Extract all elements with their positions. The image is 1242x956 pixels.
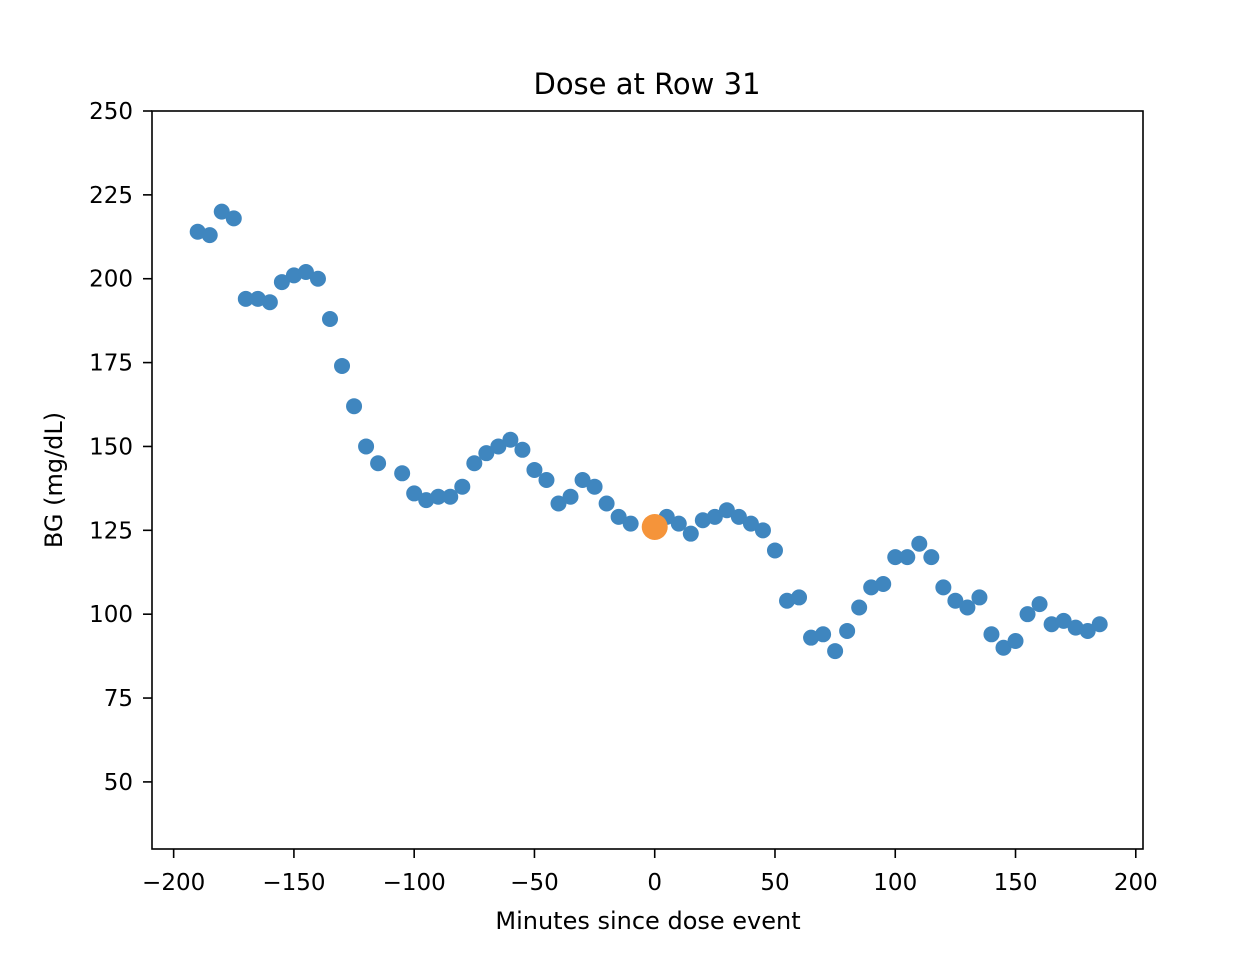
x-axis-label: Minutes since dose event: [495, 907, 800, 935]
bg-data-point: [237, 290, 254, 307]
x-tick-label: −50: [510, 870, 559, 896]
bg-data-point: [526, 461, 543, 478]
bg-data-point: [225, 210, 242, 227]
bg-data-point: [766, 542, 783, 559]
bg-data-point: [863, 579, 880, 596]
bg-data-point: [947, 592, 964, 609]
bg-data-point: [213, 203, 230, 220]
bg-data-point: [971, 589, 988, 606]
x-tick-label: 50: [760, 870, 789, 896]
bg-data-point: [827, 643, 844, 660]
x-tick-label: −150: [262, 870, 325, 896]
bg-data-point: [706, 508, 723, 525]
y-tick-label: 200: [89, 267, 133, 293]
x-tick-label: 200: [1114, 870, 1158, 896]
bg-data-point: [406, 485, 423, 502]
bg-data-point: [514, 441, 531, 458]
bg-data-point: [297, 264, 314, 281]
bg-data-point: [285, 267, 302, 284]
bg-data-point: [851, 599, 868, 616]
bg-data-point: [1007, 633, 1024, 650]
bg-data-point: [189, 223, 206, 240]
bg-data-point: [430, 488, 447, 505]
bg-data-point: [201, 227, 218, 244]
x-tick-label: 0: [647, 870, 662, 896]
bg-data-point: [1043, 616, 1060, 633]
bg-data-point: [1091, 616, 1108, 633]
x-tick-label: 150: [994, 870, 1038, 896]
bg-data-point: [887, 549, 904, 566]
x-tick-label: −100: [383, 870, 446, 896]
bg-data-point: [1079, 622, 1096, 639]
bg-data-point: [959, 599, 976, 616]
bg-data-point: [935, 579, 952, 596]
plot-frame: [151, 110, 1144, 850]
bg-data-point: [791, 589, 808, 606]
bg-data-point: [779, 592, 796, 609]
bg-data-point: [586, 478, 603, 495]
bg-data-point: [670, 515, 687, 532]
y-tick-label: 225: [89, 183, 133, 209]
dose-event-point: [641, 513, 668, 540]
bg-data-point: [983, 626, 1000, 643]
bg-data-point: [309, 270, 326, 287]
y-tick-label: 100: [89, 602, 133, 628]
bg-data-point: [754, 522, 771, 539]
bg-data-point: [538, 472, 555, 488]
bg-data-point: [346, 398, 363, 415]
y-tick-label: 175: [89, 351, 133, 377]
bg-data-point: [478, 445, 495, 462]
bg-data-point: [261, 294, 278, 311]
y-axis: 50 75 100 125 150 175 200 225 250: [89, 99, 152, 796]
bg-data-point: [694, 512, 711, 529]
bg-data-point: [1067, 619, 1084, 636]
bg-data-point: [466, 455, 483, 472]
y-axis-label: BG (mg/dL): [40, 412, 68, 548]
bg-data-point: [370, 455, 387, 472]
bg-data-point: [911, 535, 928, 552]
bg-data-point: [1055, 612, 1072, 629]
bg-data-point: [358, 438, 375, 455]
bg-data-point: [899, 549, 916, 566]
bg-data-point: [273, 274, 290, 291]
bg-data-point: [682, 525, 699, 542]
bg-data-point: [1031, 596, 1048, 613]
bg-data-point: [574, 472, 591, 488]
bg-data-point: [249, 290, 266, 307]
bg-data-point: [803, 629, 820, 646]
y-tick-label: 75: [104, 686, 133, 712]
bg-data-point: [742, 515, 759, 532]
bg-data-point: [502, 431, 519, 448]
bg-data-point: [995, 639, 1012, 656]
bg-data-point: [718, 502, 735, 519]
x-tick-label: −200: [142, 870, 205, 896]
bg-data-point: [418, 492, 435, 509]
bg-data-point: [598, 495, 615, 512]
bg-data-point: [1019, 606, 1036, 623]
bg-data-point: [322, 310, 338, 327]
bg-data-point: [550, 495, 567, 512]
bg-data-point: [394, 465, 411, 482]
y-tick-label: 250: [89, 99, 133, 125]
bg-data-point: [815, 626, 832, 643]
bg-data-point: [875, 575, 892, 592]
plot-area: [189, 203, 1108, 660]
bg-data-point: [334, 357, 351, 374]
bg-data-point: [490, 438, 507, 455]
x-axis: −200 −150 −100 −50 0 50 100 150 200: [142, 849, 1158, 896]
bg-data-point: [839, 622, 856, 639]
bg-data-point: [442, 488, 459, 505]
bg-data-point: [923, 549, 940, 566]
x-tick-label: 100: [873, 870, 917, 896]
y-tick-label: 150: [89, 434, 133, 460]
bg-data-point: [610, 508, 627, 525]
bg-data-point: [622, 515, 639, 532]
chart-title: Dose at Row 31: [533, 67, 760, 101]
y-tick-label: 125: [89, 518, 133, 544]
bg-data-point: [730, 508, 747, 525]
bg-data-point: [454, 478, 471, 495]
bg-data-point: [562, 488, 579, 505]
y-tick-label: 50: [104, 770, 133, 796]
